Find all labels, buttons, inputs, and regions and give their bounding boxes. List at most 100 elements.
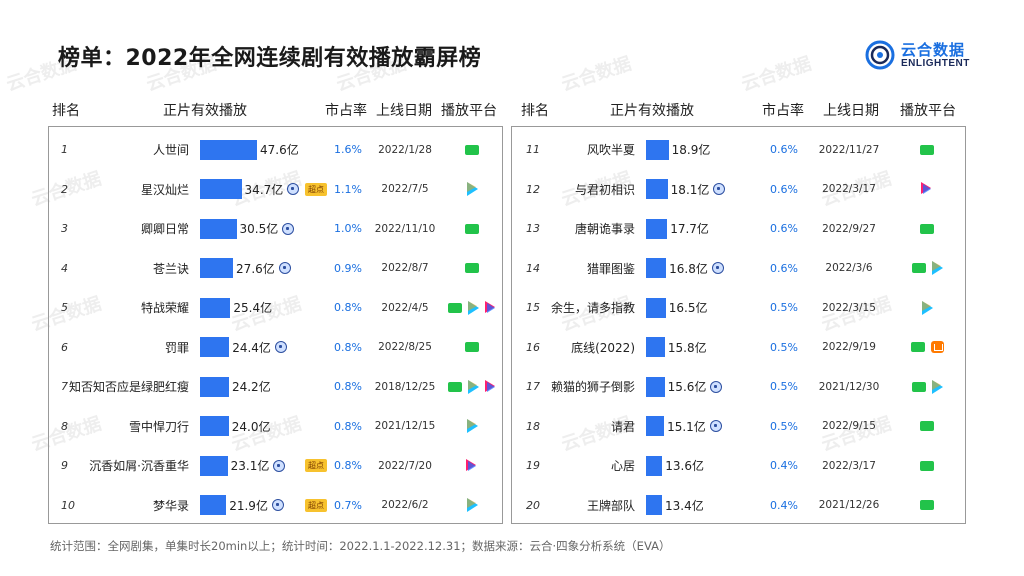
- youku-platform-icon: [484, 300, 497, 315]
- tencent-platform-icon: [467, 379, 479, 394]
- table-row: 12 与君初相识 18.1亿 0.6% 2022/3/17: [512, 170, 965, 210]
- platform-icons: [442, 288, 502, 328]
- header-date-right: 上线日期: [823, 103, 879, 119]
- market-share: 0.9%: [334, 261, 362, 275]
- tencent-platform-icon: [921, 300, 933, 315]
- table-row: 8 雪中悍刀行 24.0亿 0.8% 2021/12/15: [49, 407, 502, 447]
- rank-number: 7: [61, 380, 68, 394]
- market-share: 1.6%: [334, 143, 362, 157]
- table-row: 17 赖猫的狮子倒影 15.6亿 0.5% 2021/12/30: [512, 367, 965, 407]
- tencent-platform-icon: [466, 498, 478, 513]
- drama-name: 底线(2022): [571, 340, 635, 355]
- drama-name: 与君初相识: [574, 182, 635, 197]
- platform-icons: [442, 367, 502, 407]
- market-share: 0.4%: [770, 498, 798, 512]
- platform-icons: [442, 249, 502, 289]
- release-date: 2022/3/6: [825, 262, 873, 275]
- value-text: 15.8亿: [667, 340, 707, 355]
- rank-number: 11: [526, 143, 540, 157]
- watermark-text: 云合数据: [558, 53, 634, 96]
- youku-platform-icon: [484, 379, 497, 394]
- value-text: 16.5亿: [668, 301, 708, 316]
- value-bar: [646, 495, 663, 516]
- drama-name: 唐朝诡事录: [574, 222, 635, 237]
- tencent-mark-icon: [274, 341, 287, 354]
- market-share: 0.8%: [334, 380, 362, 394]
- drama-name: 知否知否应是绿肥红瘦: [68, 380, 189, 395]
- market-share: 0.6%: [770, 182, 798, 196]
- super-vod-badge: 超点: [305, 182, 327, 196]
- rank-number: 8: [61, 419, 68, 433]
- value-text: 13.4亿: [665, 498, 704, 513]
- release-date: 2022/11/27: [818, 143, 880, 156]
- table-row: 9 沉香如屑·沉香重华 23.1亿 超点 0.8% 2022/7/20: [49, 446, 502, 486]
- drama-name: 特战荣耀: [140, 301, 189, 316]
- tencent-mark-icon: [709, 420, 722, 433]
- header-rank-left: 排名: [52, 103, 80, 119]
- drama-name: 赖猫的狮子倒影: [550, 380, 635, 395]
- iqiyi-platform-icon: [910, 342, 925, 353]
- platform-icons: [442, 170, 502, 210]
- iqiyi-platform-icon: [920, 144, 934, 155]
- header-plays-left: 正片有效播放: [163, 103, 247, 119]
- market-share: 0.6%: [770, 143, 798, 157]
- release-date: 2022/9/19: [822, 341, 876, 354]
- value-bar: [646, 455, 663, 476]
- value-label: 27.6亿: [236, 249, 291, 289]
- release-date: 2022/8/7: [381, 262, 429, 275]
- rank-number: 1: [61, 143, 68, 157]
- value-label: 13.6亿: [665, 446, 704, 486]
- ranking-table-right: 11 风吹半夏 18.9亿 0.6% 2022/11/27 12 与君初相识 18.1亿 0.6…: [511, 126, 966, 524]
- value-label: 47.6亿: [260, 130, 299, 170]
- value-bar: [646, 376, 665, 397]
- value-bar: [200, 455, 228, 476]
- header-share-left: 市占率: [325, 103, 367, 119]
- iqiyi-platform-icon: [920, 460, 934, 471]
- release-date: 2022/9/15: [822, 420, 876, 433]
- platform-icons: [442, 446, 502, 486]
- release-date: 2021/12/15: [374, 420, 436, 433]
- value-text: 30.5亿: [239, 222, 279, 237]
- value-text: 25.4亿: [233, 301, 273, 316]
- iqiyi-platform-icon: [465, 223, 479, 234]
- tencent-mark-icon: [271, 499, 284, 512]
- market-share: 0.7%: [334, 498, 362, 512]
- value-text: 15.1亿: [667, 419, 706, 434]
- drama-name: 苍兰诀: [152, 261, 189, 276]
- badge-wrap: 超点: [299, 486, 327, 526]
- value-bar: [646, 218, 668, 239]
- tencent-platform-icon: [466, 419, 478, 434]
- tencent-mark-icon: [273, 459, 286, 472]
- rank-number: 3: [61, 222, 68, 236]
- drama-name: 王牌部队: [586, 498, 635, 513]
- release-date: 2022/7/5: [381, 183, 429, 196]
- tencent-platform-icon: [931, 379, 943, 394]
- table-row: 18 请君 15.1亿 0.5% 2022/9/15: [512, 407, 965, 447]
- header-platform-left: 播放平台: [441, 103, 497, 119]
- release-date: 2022/3/17: [822, 459, 876, 472]
- badge-wrap: 超点: [299, 170, 327, 210]
- value-bar: [646, 139, 669, 160]
- header-plays-right: 正片有效播放: [610, 103, 694, 119]
- market-share: 0.5%: [770, 380, 798, 394]
- watermark-text: 云合数据: [738, 53, 814, 96]
- rank-number: 12: [526, 182, 540, 196]
- iqiyi-platform-icon: [920, 421, 934, 432]
- rank-number: 9: [61, 459, 68, 473]
- platform-icons: [897, 446, 957, 486]
- table-row: 2 星汉灿烂 34.7亿 超点 1.1% 2022/7/5: [49, 170, 502, 210]
- mango-platform-icon: [930, 341, 944, 354]
- super-vod-badge: 超点: [305, 459, 327, 473]
- youku-platform-icon: [921, 182, 933, 196]
- release-date: 2022/4/5: [381, 301, 429, 314]
- release-date: 2022/6/2: [381, 499, 429, 512]
- value-text: 47.6亿: [260, 143, 299, 158]
- value-bar: [200, 139, 257, 160]
- rank-number: 17: [526, 380, 540, 394]
- market-share: 0.4%: [770, 459, 798, 473]
- rank-number: 16: [526, 340, 540, 354]
- value-label: 24.4亿: [232, 328, 287, 368]
- rank-number: 6: [61, 340, 68, 354]
- platform-icons: [442, 130, 502, 170]
- iqiyi-platform-icon: [447, 381, 462, 392]
